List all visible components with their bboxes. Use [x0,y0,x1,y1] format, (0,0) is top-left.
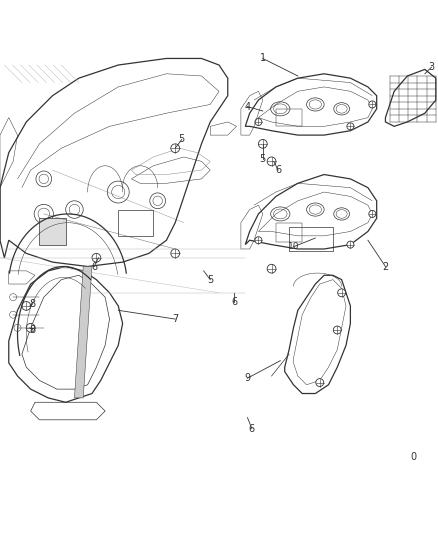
Text: 1: 1 [260,53,266,63]
Bar [276,223,302,243]
Text: 3: 3 [428,62,434,72]
Circle shape [255,237,262,244]
Text: 9: 9 [244,373,251,383]
Circle shape [369,211,376,217]
Bar [39,219,66,245]
Text: 6: 6 [275,165,281,175]
Text: 8: 8 [30,298,36,309]
Text: 7: 7 [172,314,178,324]
Text: 6: 6 [91,262,97,271]
Text: 5: 5 [207,274,213,285]
Circle shape [338,289,346,297]
Bar [289,227,333,251]
Circle shape [347,123,354,130]
Circle shape [22,302,31,310]
Circle shape [255,118,262,125]
Text: 4: 4 [244,102,251,111]
Circle shape [267,264,276,273]
Circle shape [26,324,35,332]
Circle shape [171,249,180,258]
Bar [118,209,153,236]
Circle shape [171,144,180,152]
Polygon shape [74,266,92,398]
Circle shape [347,241,354,248]
Text: 5: 5 [260,154,266,164]
Text: 5: 5 [179,134,185,144]
Circle shape [258,140,267,148]
Text: 6: 6 [231,296,237,306]
Text: 2: 2 [382,262,389,271]
Circle shape [92,253,101,262]
Circle shape [369,101,376,108]
Text: 0: 0 [411,452,417,462]
Text: 8: 8 [30,325,36,335]
Circle shape [267,157,276,166]
Text: 6: 6 [249,424,255,433]
Bar [276,109,302,126]
Circle shape [333,326,341,334]
Circle shape [316,378,324,386]
Text: 10: 10 [288,243,299,251]
